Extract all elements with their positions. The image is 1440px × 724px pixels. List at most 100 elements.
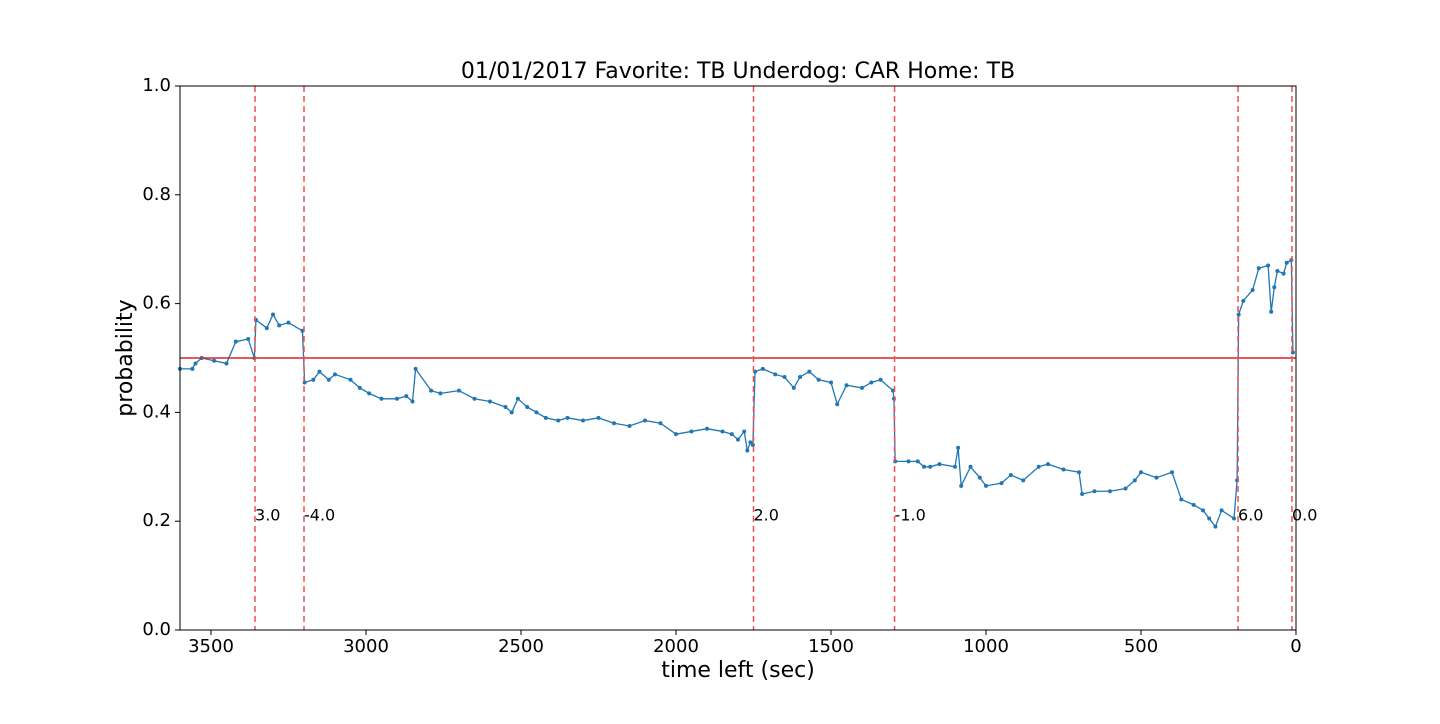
data-point xyxy=(674,432,678,437)
data-point xyxy=(311,377,316,382)
data-point xyxy=(956,445,961,450)
x-tick-label: 2000 xyxy=(653,636,699,657)
data-point xyxy=(928,464,933,469)
data-point xyxy=(1036,464,1041,469)
data-point xyxy=(472,396,477,401)
data-point xyxy=(233,339,238,344)
data-point xyxy=(1275,268,1280,273)
data-point xyxy=(543,415,548,420)
data-point xyxy=(627,424,632,428)
x-tick-label: 0 xyxy=(1290,636,1301,657)
data-point xyxy=(1132,478,1137,483)
x-tick-label: 500 xyxy=(1124,636,1158,657)
y-tick-label: 0.4 xyxy=(142,401,171,422)
data-point xyxy=(348,377,353,382)
data-point xyxy=(782,375,787,380)
data-point xyxy=(1123,486,1128,491)
y-tick-label: 0.0 xyxy=(142,619,171,640)
data-point xyxy=(357,385,362,390)
data-point xyxy=(277,323,282,328)
data-point xyxy=(596,415,601,420)
data-point xyxy=(1021,478,1026,483)
data-point xyxy=(534,410,539,415)
data-point xyxy=(1077,470,1081,475)
data-point xyxy=(829,380,833,385)
event-label: 6.0 xyxy=(1238,506,1263,525)
data-point xyxy=(193,361,198,366)
data-point xyxy=(643,418,647,423)
x-tick-label: 1000 xyxy=(963,636,1009,657)
data-point xyxy=(271,312,275,317)
data-point xyxy=(1170,470,1174,475)
data-point xyxy=(286,320,291,325)
data-point xyxy=(1250,288,1255,292)
data-point xyxy=(745,448,750,453)
data-point xyxy=(404,394,409,399)
data-point xyxy=(410,399,415,404)
data-point xyxy=(509,410,514,415)
data-point xyxy=(915,459,920,464)
data-point xyxy=(1139,470,1143,475)
data-point xyxy=(729,432,734,437)
data-point xyxy=(1269,309,1274,314)
event-label: 3.0 xyxy=(255,506,280,525)
data-point xyxy=(1061,467,1066,472)
data-point xyxy=(264,326,269,331)
data-point xyxy=(968,464,973,469)
data-point xyxy=(816,377,821,382)
x-axis-label: time left (sec) xyxy=(661,658,815,683)
data-point xyxy=(326,377,331,382)
x-tick-label: 3000 xyxy=(343,636,389,657)
data-point xyxy=(869,380,874,385)
data-point xyxy=(1108,489,1112,494)
data-point xyxy=(1201,508,1205,513)
data-point xyxy=(999,481,1004,486)
data-point xyxy=(333,372,337,377)
data-point xyxy=(1080,492,1085,496)
data-point xyxy=(1284,260,1289,265)
data-point xyxy=(1008,472,1013,477)
data-point xyxy=(190,366,195,371)
data-point xyxy=(835,402,840,407)
data-point xyxy=(742,429,747,434)
data-point xyxy=(1191,502,1196,507)
event-label: 2.0 xyxy=(754,506,779,525)
y-tick-label: 0.8 xyxy=(142,184,171,205)
data-point xyxy=(658,421,663,426)
data-point xyxy=(1179,497,1184,502)
data-point xyxy=(457,388,461,393)
data-point xyxy=(807,369,812,374)
data-point xyxy=(798,375,802,380)
data-point xyxy=(736,437,740,442)
data-point xyxy=(565,415,570,420)
y-tick-label: 1.0 xyxy=(142,75,171,96)
data-line xyxy=(180,258,1294,528)
data-point xyxy=(1213,524,1218,529)
data-point xyxy=(525,404,530,409)
data-point xyxy=(395,396,399,401)
chart-title: 01/01/2017 Favorite: TB Underdog: CAR Ho… xyxy=(461,59,1015,84)
data-point xyxy=(317,369,322,374)
data-point xyxy=(612,421,616,426)
data-point xyxy=(1266,263,1271,268)
data-point xyxy=(413,366,418,371)
data-point xyxy=(503,404,508,409)
data-point xyxy=(1232,516,1236,521)
x-tick-label: 1500 xyxy=(808,636,854,657)
data-point xyxy=(1092,489,1097,494)
data-point xyxy=(1241,298,1246,303)
plot-frame xyxy=(179,85,1297,631)
event-label: -4.0 xyxy=(304,506,335,525)
data-point xyxy=(1272,285,1277,290)
y-tick-label: 0.2 xyxy=(142,510,171,531)
data-point xyxy=(748,440,753,445)
event-label: -1.0 xyxy=(895,506,926,525)
data-point xyxy=(246,336,251,341)
data-point xyxy=(773,372,778,377)
data-point xyxy=(556,418,561,423)
data-point xyxy=(488,399,492,404)
data-point xyxy=(760,366,765,371)
data-point xyxy=(959,483,964,488)
